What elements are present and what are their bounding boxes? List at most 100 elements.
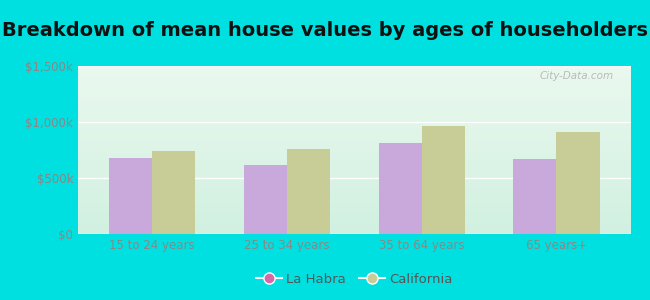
Bar [78, 223, 630, 224]
Bar [78, 126, 630, 127]
Bar [78, 210, 630, 211]
Bar [78, 80, 630, 81]
Bar [78, 183, 630, 184]
Bar [78, 111, 630, 112]
Bar [78, 163, 630, 164]
Bar [78, 172, 630, 173]
Bar [78, 146, 630, 147]
Bar [78, 184, 630, 185]
Bar [78, 216, 630, 217]
Bar [78, 229, 630, 230]
Bar [78, 75, 630, 76]
Bar [78, 212, 630, 213]
Bar [78, 81, 630, 82]
Bar [78, 132, 630, 133]
Bar [78, 90, 630, 91]
Bar [78, 211, 630, 212]
Bar [78, 187, 630, 188]
Bar [78, 198, 630, 199]
Bar [78, 179, 630, 180]
Bar [78, 190, 630, 191]
Bar [78, 113, 630, 114]
Bar [78, 98, 630, 99]
Bar [78, 71, 630, 72]
Bar [78, 159, 630, 160]
Bar [78, 162, 630, 163]
Bar [78, 180, 630, 181]
Bar [78, 79, 630, 80]
Bar [78, 160, 630, 161]
Legend: La Habra, California: La Habra, California [250, 268, 458, 291]
Bar [78, 177, 630, 178]
Bar [78, 112, 630, 113]
Bar [244, 165, 287, 234]
Bar [78, 91, 630, 92]
Bar [109, 158, 152, 234]
Bar [78, 215, 630, 216]
Bar [78, 141, 630, 142]
Bar [78, 100, 630, 101]
Bar [78, 77, 630, 78]
Bar [78, 142, 630, 143]
Bar [78, 104, 630, 105]
Bar [78, 118, 630, 119]
Bar [78, 178, 630, 179]
Bar [78, 208, 630, 209]
Bar [78, 231, 630, 232]
Bar [78, 108, 630, 109]
Bar [78, 99, 630, 100]
Bar [78, 170, 630, 171]
Bar [78, 107, 630, 108]
Bar [78, 134, 630, 135]
Text: Breakdown of mean house values by ages of householders: Breakdown of mean house values by ages o… [2, 21, 648, 40]
Bar [78, 193, 630, 194]
Bar [78, 181, 630, 182]
Bar [78, 94, 630, 95]
Bar [78, 130, 630, 131]
Bar [78, 222, 630, 223]
Bar [78, 144, 630, 145]
Bar [78, 82, 630, 83]
Bar [78, 227, 630, 228]
Bar [78, 128, 630, 129]
Bar [78, 199, 630, 200]
Bar [78, 106, 630, 107]
Bar [78, 119, 630, 120]
Bar [78, 97, 630, 98]
Bar [78, 153, 630, 154]
Bar [78, 76, 630, 77]
Bar [78, 203, 630, 204]
Bar [78, 217, 630, 218]
Bar [78, 129, 630, 130]
Bar [78, 200, 630, 201]
Bar [78, 83, 630, 84]
Bar [152, 151, 195, 234]
Bar [78, 169, 630, 170]
Bar [78, 120, 630, 121]
Bar [78, 167, 630, 168]
Bar [78, 201, 630, 202]
Bar [78, 102, 630, 103]
Bar [78, 137, 630, 138]
Bar [78, 114, 630, 115]
Bar [78, 147, 630, 148]
Bar [78, 93, 630, 94]
Bar [78, 192, 630, 193]
Bar [78, 105, 630, 106]
Bar [78, 185, 630, 186]
Bar [78, 86, 630, 87]
Bar [78, 168, 630, 169]
Bar [78, 122, 630, 123]
Bar [78, 150, 630, 151]
Bar [78, 125, 630, 126]
Bar [78, 72, 630, 73]
Bar [78, 165, 630, 166]
Bar [78, 140, 630, 141]
Bar [78, 73, 630, 74]
Bar [78, 101, 630, 102]
Bar [422, 127, 465, 234]
Bar [556, 132, 599, 234]
Bar [78, 186, 630, 187]
Bar [78, 89, 630, 90]
Bar [78, 213, 630, 214]
